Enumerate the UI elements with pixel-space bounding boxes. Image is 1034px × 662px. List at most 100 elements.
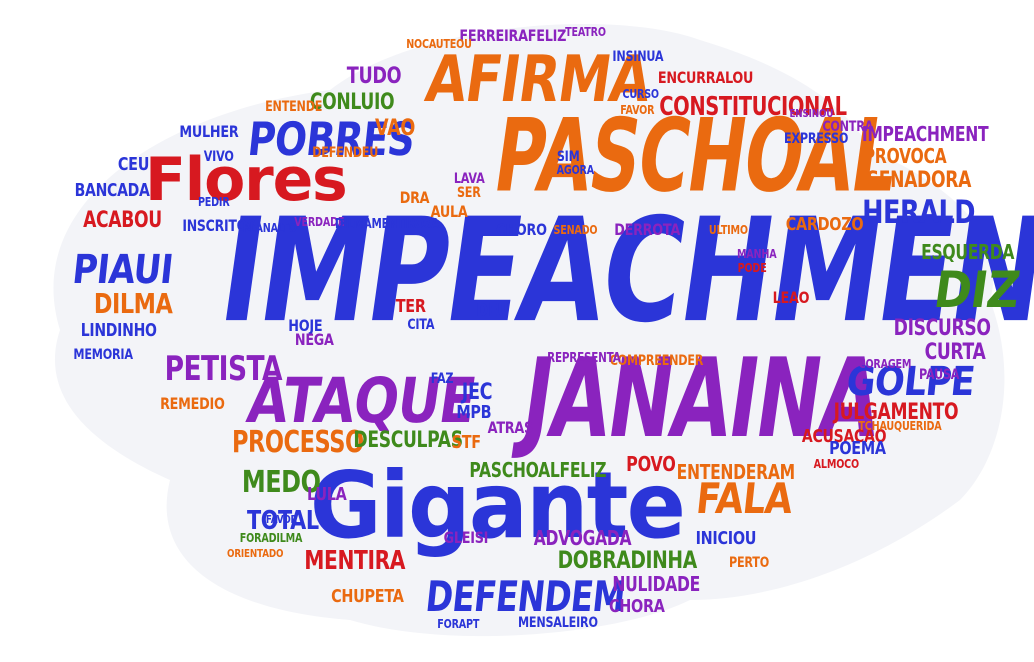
word-agora: AGORA — [556, 163, 595, 177]
word-herald: HERALD — [862, 193, 976, 231]
word-curta: CURTA — [924, 340, 986, 365]
word-ser: SER — [456, 185, 481, 201]
word-dilma: DILMA — [93, 287, 173, 320]
word-leao: LEAO — [772, 288, 810, 307]
word-piaui: PIAUI — [70, 247, 175, 293]
word-memoria: MEMORIA — [73, 347, 133, 363]
word-bancada: BANCADA — [74, 180, 150, 201]
word-lava: LAVA — [453, 171, 485, 187]
word-ensinou: ENSINOU — [789, 107, 834, 120]
word-expresso: EXPRESSO — [784, 131, 849, 147]
word-esquerda: ESQUERDA — [921, 240, 1015, 264]
word-cita: CITA — [407, 317, 435, 333]
word-poema: POEMA — [829, 438, 886, 459]
word-ceu: CEU — [117, 154, 150, 175]
word-dobradinha: DOBRADINHA — [557, 546, 698, 574]
word-acabou: ACABOU — [83, 208, 162, 233]
word-tudo: TUDO — [346, 64, 402, 89]
word-ter: TER — [395, 296, 426, 317]
word-choro: CHORO — [496, 220, 547, 239]
word-verdade: VERDADE — [294, 215, 345, 229]
word-dilmamentirosa: DILMAMENTIROSA — [335, 217, 440, 232]
word-teatro: TEATRO — [565, 25, 606, 39]
word-defendeu: DEFENDEU — [312, 145, 379, 161]
word-paschoalfeliz: PASCHOALFELIZ — [469, 458, 607, 482]
word-aula: AULA — [430, 202, 468, 221]
word-representa: REPRESENTA — [547, 351, 621, 366]
word-chora: CHORA — [608, 596, 665, 617]
word-gleisi: GLEISI — [443, 528, 489, 547]
word-insinua: INSINUA — [612, 49, 664, 65]
word-discurso: DISCURSO — [893, 316, 991, 341]
word-conluio: CONLUIO — [309, 90, 395, 115]
word-gigante: Gigante — [309, 452, 686, 559]
word-senado: SENADO — [553, 223, 598, 237]
word-mentira: MENTIRA — [304, 546, 406, 576]
word-orientado: ORIENTADO — [227, 547, 284, 560]
word-favor-2: FAVOR — [265, 513, 298, 526]
word-encurralou: ENCURRALOU — [657, 68, 754, 87]
word-dra: DRA — [399, 188, 430, 207]
word-defendem: DEFENDEM — [423, 572, 628, 621]
word-lula: LULA — [306, 484, 347, 505]
word-constitucional: CONSTITUCIONAL — [659, 92, 847, 122]
word-planalto: PLANALTO — [242, 221, 297, 235]
word-jec: JEC — [461, 380, 493, 405]
word-contra: CONTRA — [822, 119, 874, 135]
word-pausa: PAUSA — [919, 367, 960, 383]
word-lindinho: LINDINHO — [80, 320, 157, 341]
word-faz: FAZ — [430, 371, 454, 387]
word-vivo: VIVO — [203, 149, 234, 165]
word-povo: POVO — [626, 452, 676, 476]
word-medo: MEDO — [241, 465, 321, 500]
word-stf: STF — [451, 432, 481, 453]
word-julgamento: JULGAMENTO — [833, 400, 959, 425]
word-acusacao: ACUSACAO — [801, 426, 887, 447]
word-vao: VAO — [374, 116, 415, 141]
word-remedio: REMEDIO — [160, 394, 225, 413]
word-processo: PROCESSO — [231, 425, 364, 460]
word-flores: Flores — [145, 145, 348, 215]
word-manha: MANHA — [736, 247, 777, 261]
word-ferreirafeliz: FERREIRAFELIZ — [459, 26, 567, 45]
word-total: TOTAL — [246, 506, 319, 536]
word-nega: NEGA — [294, 330, 334, 349]
word-compreender: COMPREENDER — [609, 353, 704, 369]
word-favor: FAVOR — [620, 103, 655, 117]
word-tchauquerida: TCHAUQUERIDA — [858, 419, 942, 433]
word-inscritos: INSCRITOS — [182, 216, 256, 235]
word-impeachment-small: IMPEACHMENT — [861, 122, 989, 146]
word-coragem: CORAGEM — [858, 357, 912, 371]
word-iniciou: INICIOU — [695, 528, 757, 549]
word-nocauteou: NOCAUTEOU — [406, 37, 472, 51]
word-advogada: ADVOGADA — [533, 526, 632, 550]
word-almoco: ALMOCO — [813, 457, 860, 471]
word-ultimo: ULTIMO — [708, 223, 748, 237]
word-sim: SIM — [556, 149, 580, 165]
word-cardozo: CARDOZO — [785, 214, 864, 235]
word-entende: ENTENDE — [265, 99, 323, 115]
word-petista: PETISTA — [164, 349, 283, 389]
word-pedir: PEDIR — [197, 195, 230, 209]
word-deu: DEU — [476, 300, 509, 321]
word-senadora: SENADORA — [866, 168, 972, 193]
word-mpb: MPB — [456, 402, 492, 423]
word-entenderam: ENTENDERAM — [676, 460, 795, 484]
word-desculpas: DESCULPAS — [353, 428, 463, 453]
word-nulidade: NULIDADE — [612, 572, 700, 596]
word-perto: PERTO — [729, 555, 770, 571]
word-mulher: MULHER — [179, 122, 239, 141]
word-forapt: FORAPT — [437, 617, 480, 631]
word-chupeta: CHUPETA — [331, 586, 404, 607]
word-atras: ATRAS — [487, 418, 534, 437]
word-foradilma: FORADILMA — [239, 531, 303, 545]
word-pode: PODE — [737, 261, 767, 275]
word-derrota: DERROTA — [614, 220, 681, 239]
word-provoca: PROVOCA — [863, 144, 947, 168]
word-hoje: HOJE — [288, 316, 323, 335]
word-mensaleiro: MENSALEIRO — [517, 615, 598, 631]
word-curso: CURSO — [622, 87, 660, 101]
word-fala: FALA — [693, 474, 795, 523]
